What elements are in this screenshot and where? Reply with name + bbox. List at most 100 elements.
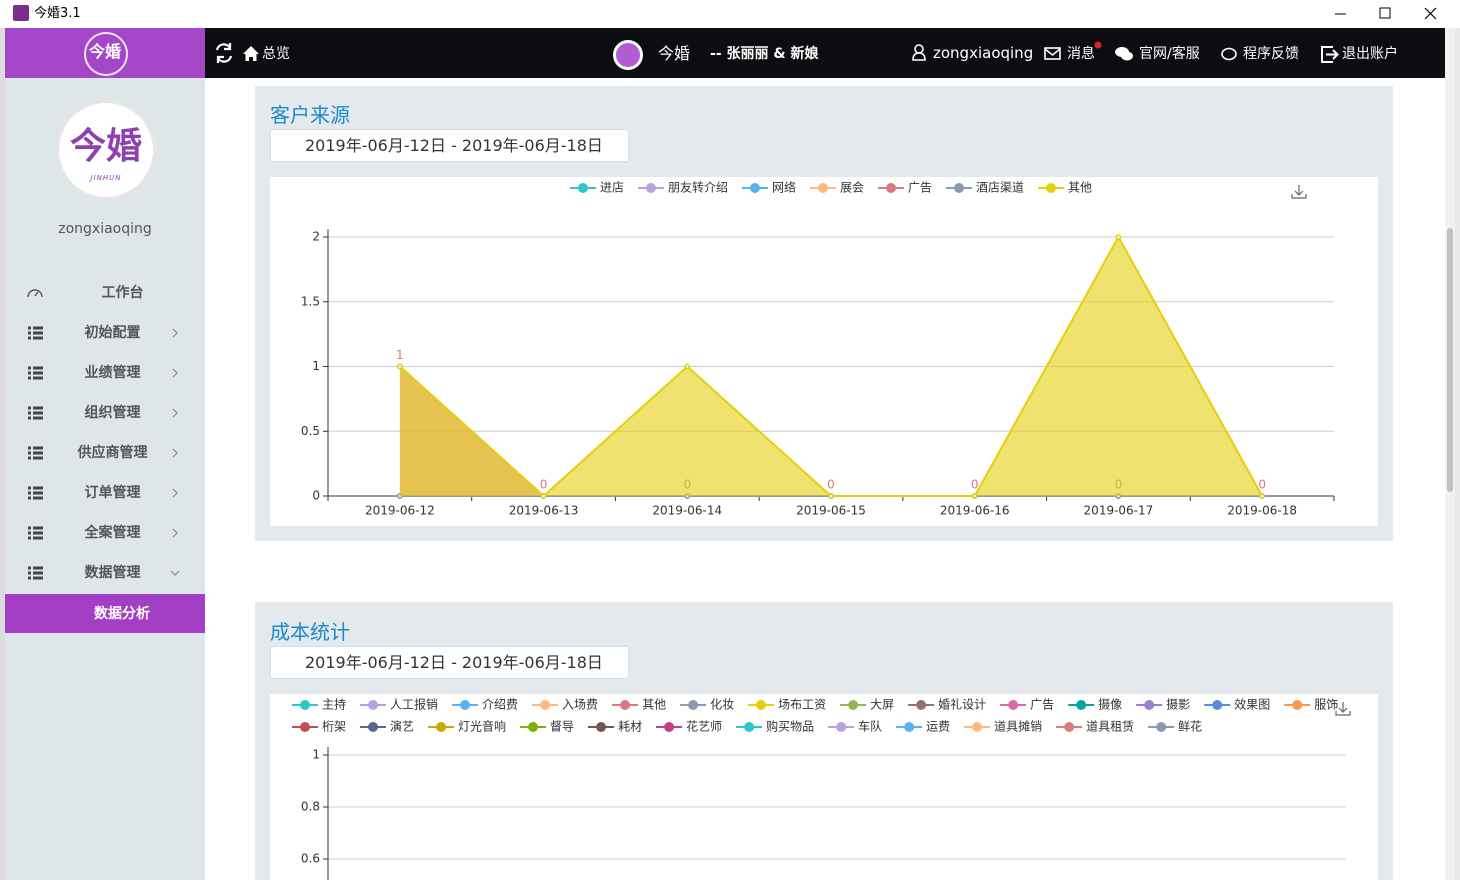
legend-label[interactable]: 网络	[772, 180, 796, 195]
legend-label[interactable]: 灯光音响	[458, 719, 506, 734]
legend-label[interactable]: 介绍费	[482, 698, 518, 712]
legend-item[interactable]: 入场费	[532, 698, 598, 712]
legend-item[interactable]: 主持	[292, 697, 346, 712]
legend-item[interactable]: 鲜花	[1148, 719, 1202, 734]
legend-item[interactable]: 婚礼设计	[908, 697, 986, 712]
submenu-item[interactable]: 数据分析	[5, 594, 205, 633]
legend-label[interactable]: 展会	[840, 181, 864, 195]
close-button[interactable]	[1424, 7, 1437, 20]
menu-item[interactable]: 工作台	[5, 273, 205, 313]
legend-item[interactable]: 摄影	[1136, 697, 1190, 712]
legend-label[interactable]: 桁架	[322, 720, 346, 734]
legend-item[interactable]: 摄像	[1068, 697, 1122, 712]
messages-link[interactable]: 消息	[1067, 46, 1095, 62]
scrollbar-thumb[interactable]	[1447, 228, 1453, 492]
legend-item[interactable]: 演艺	[360, 719, 414, 734]
logo-text[interactable]: 今婚	[89, 42, 122, 61]
menu-item[interactable]: 组织管理	[5, 393, 205, 433]
legend-item[interactable]: 网络	[741, 180, 796, 195]
logout-icon[interactable]	[1321, 46, 1339, 63]
feedback-link[interactable]: 程序反馈	[1243, 46, 1299, 62]
date-range[interactable]: 2019年-06月-12日 - 2019年-06月-18日	[305, 136, 603, 155]
legend-label[interactable]: 运费	[926, 720, 950, 734]
menu-item[interactable]: 业绩管理	[5, 353, 205, 393]
legend-item[interactable]: 其他	[1038, 181, 1092, 195]
legend-item[interactable]: 进店	[569, 181, 624, 195]
legend-label[interactable]: 朋友转介绍	[668, 180, 728, 195]
legend-item[interactable]: 车队	[828, 719, 882, 734]
legend-label[interactable]: 效果图	[1234, 697, 1270, 712]
legend-label[interactable]: 广告	[1030, 698, 1054, 712]
legend-item[interactable]: 化妆	[680, 698, 734, 712]
submenu-label[interactable]: 数据分析	[94, 606, 150, 622]
maximize-button[interactable]	[1379, 7, 1391, 19]
home-icon[interactable]	[243, 46, 259, 61]
legend-item[interactable]: 广告	[878, 181, 932, 195]
menu-item[interactable]: 供应商管理	[5, 433, 205, 473]
legend-item[interactable]: 广告	[1000, 698, 1054, 712]
legend-label[interactable]: 摄影	[1166, 697, 1190, 712]
legend-label[interactable]: 道具租赁	[1086, 720, 1134, 734]
legend-item[interactable]: 桁架	[292, 720, 346, 734]
legend-item[interactable]: 道具租赁	[1056, 720, 1134, 734]
mail-icon[interactable]	[1044, 47, 1061, 60]
legend-label[interactable]: 婚礼设计	[938, 697, 986, 712]
legend-item[interactable]: 运费	[896, 720, 950, 734]
menu-label[interactable]: 初始配置	[84, 325, 141, 341]
legend-label[interactable]: 演艺	[390, 719, 414, 734]
legend-label[interactable]: 化妆	[710, 698, 734, 712]
legend-item[interactable]: 花艺师	[656, 719, 722, 734]
legend-label[interactable]: 鲜花	[1178, 719, 1202, 734]
legend-item[interactable]: 展会	[809, 181, 864, 195]
legend-label[interactable]: 耗材	[618, 720, 642, 734]
menu-label[interactable]: 订单管理	[84, 485, 141, 501]
feedback-icon[interactable]	[1221, 47, 1237, 61]
menu-item[interactable]: 数据管理	[5, 553, 205, 593]
legend-item[interactable]: 酒店渠道	[946, 181, 1024, 195]
date-range-input[interactable]: 2019年-06月-12日 - 2019年-06月-18日	[270, 646, 629, 679]
legend-label[interactable]: 广告	[908, 181, 932, 195]
legend-item[interactable]: 大屏	[840, 698, 894, 712]
legend-item[interactable]: 其他	[612, 698, 666, 712]
menu-item[interactable]: 全案管理	[5, 513, 205, 553]
legend-label[interactable]: 花艺师	[686, 719, 722, 734]
legend-item[interactable]: 督导	[520, 719, 574, 734]
legend-label[interactable]: 场布工资	[778, 698, 826, 712]
legend-label[interactable]: 服饰	[1314, 698, 1338, 712]
legend-item[interactable]: 购买物品	[736, 719, 814, 734]
legend-label[interactable]: 主持	[322, 697, 346, 712]
download-icon[interactable]	[1291, 185, 1307, 199]
chat-icon[interactable]	[1115, 47, 1133, 61]
legend-label[interactable]: 人工报销	[390, 697, 438, 712]
legend-label[interactable]: 进店	[600, 181, 624, 195]
refresh-icon[interactable]	[215, 43, 233, 63]
date-range-input[interactable]: 2019年-06月-12日 - 2019年-06月-18日	[270, 129, 629, 162]
menu-label[interactable]: 供应商管理	[77, 445, 148, 461]
legend-item[interactable]: 效果图	[1204, 697, 1270, 712]
legend-label[interactable]: 其他	[642, 698, 666, 712]
menu-label[interactable]: 全案管理	[84, 525, 141, 541]
legend-label[interactable]: 道具摊销	[994, 720, 1042, 734]
legend-item[interactable]: 人工报销	[360, 697, 438, 712]
legend-label[interactable]: 摄像	[1098, 697, 1122, 712]
download-icon[interactable]	[1335, 702, 1351, 716]
legend-item[interactable]: 灯光音响	[428, 719, 506, 734]
service-link[interactable]: 官网/客服	[1139, 46, 1200, 62]
legend-item[interactable]: 介绍费	[452, 698, 518, 712]
menu-label[interactable]: 工作台	[101, 285, 144, 301]
legend-label[interactable]: 大屏	[870, 698, 894, 712]
menu-label[interactable]: 业绩管理	[84, 365, 141, 381]
legend-label[interactable]: 其他	[1068, 181, 1092, 195]
legend-label[interactable]: 酒店渠道	[976, 181, 1024, 195]
menu-label[interactable]: 组织管理	[84, 405, 141, 421]
nav-home[interactable]: 总览	[262, 46, 290, 62]
legend-label[interactable]: 督导	[550, 719, 574, 734]
legend-item[interactable]: 朋友转介绍	[637, 180, 728, 195]
legend-item[interactable]: 场布工资	[748, 698, 826, 712]
user-name[interactable]: zongxiaoqing	[933, 44, 1034, 62]
legend-label[interactable]: 购买物品	[766, 719, 814, 734]
legend-item[interactable]: 道具摊销	[964, 720, 1042, 734]
legend-item[interactable]: 服饰	[1284, 698, 1338, 712]
logout-link[interactable]: 退出账户	[1342, 46, 1398, 62]
legend-label[interactable]: 入场费	[562, 698, 598, 712]
